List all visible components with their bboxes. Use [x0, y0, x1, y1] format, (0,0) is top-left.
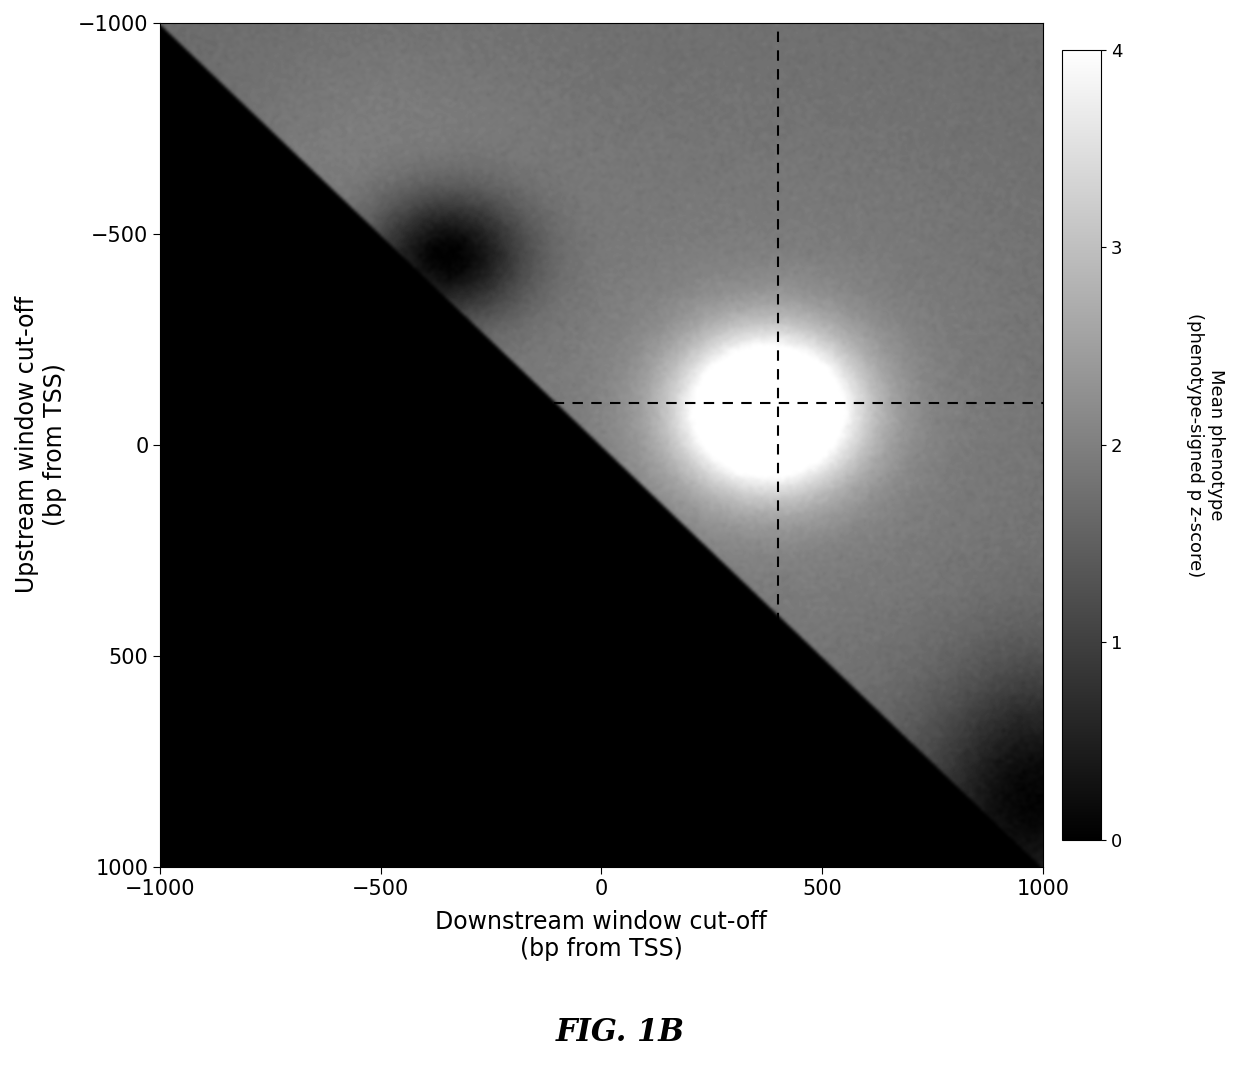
- Y-axis label: Mean phenotype
(phenotype-signed p z-score): Mean phenotype (phenotype-signed p z-sco…: [1187, 312, 1225, 577]
- Text: FIG. 1B: FIG. 1B: [556, 1017, 684, 1048]
- Y-axis label: Upstream window cut-off
(bp from TSS): Upstream window cut-off (bp from TSS): [15, 296, 67, 593]
- X-axis label: Downstream window cut-off
(bp from TSS): Downstream window cut-off (bp from TSS): [435, 910, 768, 961]
